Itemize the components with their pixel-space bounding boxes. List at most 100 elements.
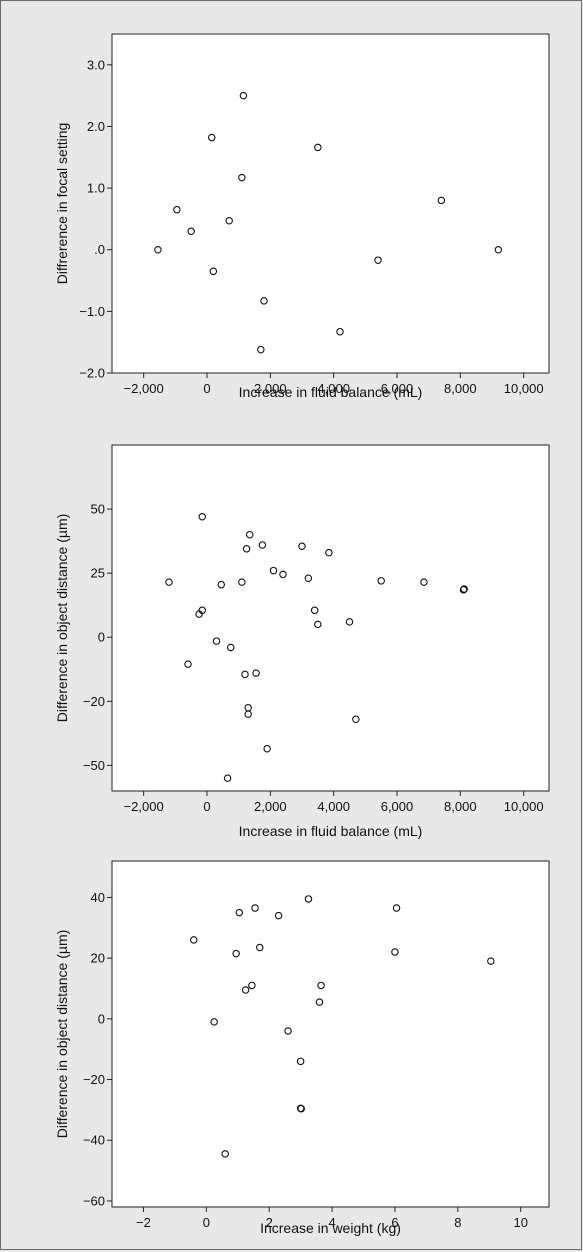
data-point — [279, 570, 287, 579]
data-point — [274, 911, 283, 920]
y-tick-label: 40 — [91, 890, 105, 905]
data-point — [232, 949, 240, 958]
data-point — [460, 585, 468, 593]
data-point — [314, 143, 322, 152]
data-point — [208, 133, 216, 142]
data-point — [227, 643, 235, 652]
data-point — [269, 566, 278, 575]
x-tick-label: 4 — [328, 1215, 335, 1230]
y-tick-label: 1.0 — [87, 181, 105, 196]
data-point — [212, 637, 221, 645]
x-tick-label: 10,000 — [504, 799, 544, 814]
y-tick-label: .0 — [94, 242, 105, 257]
y-tick-label: 20 — [91, 951, 105, 966]
data-point — [260, 297, 268, 305]
plot-area-3 — [111, 860, 550, 1208]
y-tick-label: 0 — [98, 630, 105, 645]
y-tick-label: −1.0 — [79, 304, 105, 319]
data-point — [315, 998, 324, 1006]
data-point — [217, 580, 226, 589]
y-tick-label: −20 — [83, 694, 105, 709]
plot-area-2 — [111, 444, 550, 792]
x-tick-label: 10 — [513, 1215, 527, 1230]
data-point — [221, 1150, 229, 1158]
x-tick-label: 4,000 — [317, 799, 350, 814]
x-tick-label: 2,000 — [254, 381, 287, 396]
data-point — [310, 606, 319, 615]
y-tick-label: −2.0 — [79, 366, 105, 381]
x-tick-label: 6,000 — [381, 381, 414, 396]
data-point — [238, 578, 246, 586]
data-point — [239, 91, 248, 100]
x-tick-label: 2,000 — [254, 799, 287, 814]
data-point — [198, 513, 207, 521]
y-tick-label: −40 — [83, 1133, 105, 1148]
y-tick-label: 50 — [91, 502, 105, 517]
data-point — [154, 245, 162, 254]
data-point — [173, 205, 181, 214]
data-point — [251, 904, 259, 912]
data-point — [304, 574, 313, 583]
data-point — [238, 173, 246, 182]
y-tick-label: 2.0 — [87, 119, 105, 134]
data-point — [241, 986, 250, 994]
x-axis-label: Increase in fluid balance (mL) — [239, 823, 423, 839]
x-tick-label: 8,000 — [444, 799, 477, 814]
data-point — [244, 710, 252, 718]
y-tick-label: 25 — [91, 566, 105, 581]
x-tick-label: 8 — [454, 1215, 461, 1230]
x-tick-label: 0 — [203, 1215, 210, 1230]
data-point — [297, 1104, 306, 1113]
x-axis-label: Increase in fluid balance (mL) — [239, 384, 423, 400]
data-point — [184, 660, 192, 668]
y-axis-label: Difference in object distance (µm) — [54, 514, 70, 723]
data-point — [296, 1057, 305, 1066]
x-tick-label: 6,000 — [381, 799, 414, 814]
data-point — [391, 948, 399, 956]
x-tick-label: 2 — [266, 1215, 273, 1230]
y-axis-label: Difference in object distance (µm) — [54, 930, 70, 1139]
data-point — [256, 943, 264, 952]
data-point — [459, 586, 468, 594]
data-point — [392, 904, 401, 912]
data-point — [257, 345, 265, 354]
data-point — [284, 1027, 292, 1035]
data-point — [352, 715, 360, 723]
y-tick-label: −60 — [83, 1193, 105, 1208]
y-tick-label: −20 — [83, 1072, 105, 1087]
x-tick-label: 4,000 — [317, 381, 350, 396]
x-tick-label: −2,000 — [124, 799, 164, 814]
data-point — [336, 327, 344, 336]
data-point — [494, 245, 503, 254]
data-point — [223, 774, 232, 782]
x-tick-label: 8,000 — [444, 381, 477, 396]
data-point — [420, 578, 428, 586]
data-point — [198, 606, 207, 615]
data-point — [241, 670, 249, 679]
x-tick-label: 10,000 — [504, 381, 544, 396]
data-point — [325, 548, 333, 557]
data-point — [165, 578, 173, 586]
data-point — [210, 1018, 218, 1026]
data-point — [246, 530, 254, 539]
data-point — [187, 227, 195, 235]
data-point — [209, 267, 218, 276]
data-point — [487, 957, 495, 965]
y-axis-label: Diffrerence in focal setting — [54, 123, 70, 285]
data-point — [189, 936, 198, 944]
data-point — [304, 895, 313, 903]
data-point — [374, 256, 382, 264]
data-point — [263, 744, 271, 753]
y-tick-label: 0 — [98, 1011, 105, 1026]
data-point — [377, 577, 385, 585]
x-tick-label: 0 — [203, 799, 210, 814]
data-point — [314, 620, 322, 629]
data-point — [258, 541, 267, 549]
data-point — [317, 981, 325, 990]
data-point — [345, 618, 354, 626]
data-point — [235, 908, 244, 917]
x-tick-label: −2 — [136, 1215, 151, 1230]
y-tick-label: −50 — [83, 758, 105, 773]
x-tick-label: −2,000 — [124, 381, 164, 396]
